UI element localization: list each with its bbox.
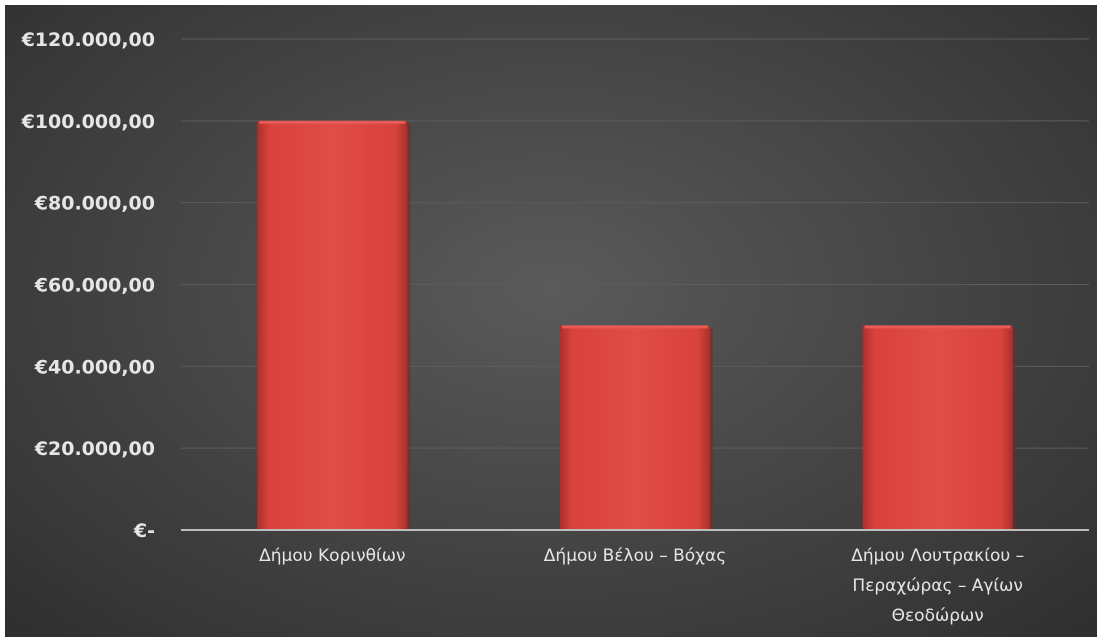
bar xyxy=(257,120,408,530)
y-tick-label: €20.000,00 xyxy=(34,438,155,460)
bars xyxy=(257,120,1016,530)
y-tick-label: €40.000,00 xyxy=(34,356,155,378)
y-tick-label: €- xyxy=(133,520,155,542)
bar xyxy=(862,325,1013,530)
bar-top-highlight xyxy=(562,325,708,329)
x-axis-labels: Δήμου Κορινθίων Δήμου Βέλου – Βόχας Δήμου … xyxy=(259,546,1024,626)
x-tick-label: Περαχώρας – Αγίων xyxy=(852,576,1022,596)
y-tick-label: €120.000,00 xyxy=(21,29,155,51)
bar-top-highlight xyxy=(259,120,406,124)
bar-top-highlight xyxy=(864,325,1011,329)
bar-chart: €- €20.000,00 €40.000,00 €60.000,00 €80.000,… xyxy=(21,29,1089,626)
y-tick-label: €60.000,00 xyxy=(34,275,155,297)
y-tick-label: €80.000,00 xyxy=(34,193,155,215)
x-tick-label: Θεοδώρων xyxy=(892,606,984,626)
bar xyxy=(560,325,710,530)
chart-area: €- €20.000,00 €40.000,00 €60.000,00 €80.000,… xyxy=(5,5,1097,637)
x-tick-label: Δήμου Λουτρακίου – xyxy=(851,546,1024,566)
x-tick-label: Δήμου Κορινθίων xyxy=(259,546,405,566)
y-axis-ticks: €- €20.000,00 €40.000,00 €60.000,00 €80.000,… xyxy=(21,29,155,542)
y-tick-label: €100.000,00 xyxy=(21,111,155,133)
x-tick-label: Δήμου Βέλου – Βόχας xyxy=(544,546,726,566)
